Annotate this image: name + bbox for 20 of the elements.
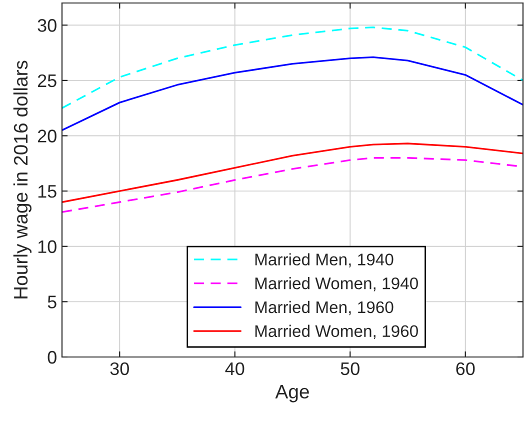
legend-label: Married Men, 1940 — [255, 253, 394, 268]
y-tick-label: 15 — [38, 185, 56, 198]
y-tick-label: 5 — [48, 296, 56, 308]
line-series — [62, 26, 523, 109]
y-tick-label: 25 — [38, 74, 56, 88]
x-tick-label: 30 — [110, 362, 129, 376]
line-series — [62, 142, 523, 203]
legend-label: Married Women, 1940 — [255, 277, 418, 292]
x-tick-label: 60 — [456, 362, 475, 376]
x-tick-label: 40 — [225, 362, 244, 376]
y-tick-label: 0 — [48, 350, 56, 364]
x-axis-title: Age — [275, 384, 309, 402]
y-axis-title: Hourly wage in 2016 dollars — [13, 60, 32, 298]
y-tick-label: 30 — [38, 19, 56, 32]
legend-label: Married Women, 1960 — [255, 324, 418, 340]
x-tick-label: 50 — [340, 362, 360, 376]
y-tick-label: 20 — [38, 130, 56, 142]
y-tick-label: 10 — [38, 240, 56, 254]
line-series — [62, 56, 523, 132]
legend-label: Married Men, 1960 — [255, 300, 394, 316]
